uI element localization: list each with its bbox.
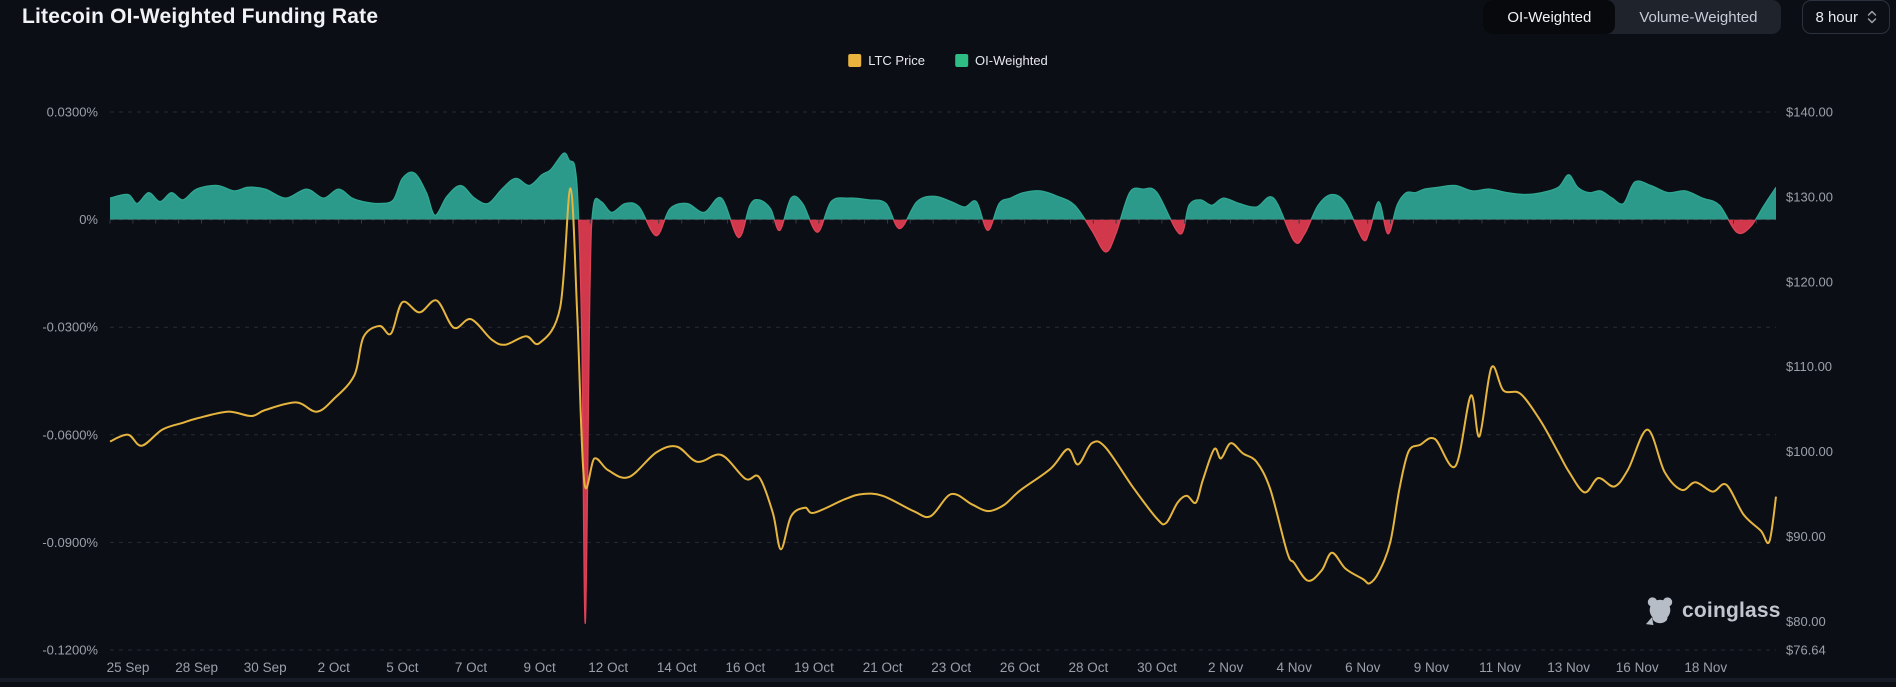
interval-select[interactable]: 8 hour: [1802, 0, 1890, 34]
x-axis-label: 16 Oct: [726, 660, 766, 675]
x-axis-label: 16 Nov: [1616, 660, 1659, 675]
chart-legend: LTC Price OI-Weighted: [848, 53, 1048, 68]
x-axis-label: 9 Nov: [1414, 660, 1450, 675]
x-axis-label: 13 Nov: [1547, 660, 1590, 675]
x-axis-label: 14 Oct: [657, 660, 697, 675]
oi-weighted-swatch: [955, 54, 969, 67]
tab-volume-weighted[interactable]: Volume-Weighted: [1615, 0, 1781, 34]
x-axis-label: 7 Oct: [455, 660, 488, 675]
y-axis-left-label: 0.0300%: [47, 105, 99, 120]
y-axis-right-label: $76.64: [1786, 643, 1826, 658]
legend-label-oi-weighted: OI-Weighted: [975, 53, 1048, 68]
watermark-text: coinglass: [1682, 599, 1781, 622]
interval-select-value: 8 hour: [1815, 8, 1858, 26]
updown-chevron-icon: [1867, 10, 1877, 24]
x-axis-label: 5 Oct: [386, 660, 419, 675]
y-axis-left-label: 0%: [79, 212, 98, 227]
header-controls: OI-Weighted Volume-Weighted 8 hour: [1483, 0, 1890, 34]
legend-label-ltc-price: LTC Price: [868, 53, 926, 68]
ltc-price-line: [109, 187, 1777, 585]
x-axis-label: 28 Sep: [175, 660, 218, 675]
x-axis-label: 9 Oct: [523, 660, 556, 675]
x-axis-label: 12 Oct: [588, 660, 628, 675]
ltc-price-swatch: [848, 54, 862, 67]
x-axis-label: 2 Nov: [1208, 660, 1244, 675]
funding-line-positive: [110, 152, 1776, 220]
x-axis-label: 26 Oct: [1000, 660, 1040, 675]
x-axis-label: 4 Nov: [1277, 660, 1313, 675]
y-axis-right-label: $120.00: [1786, 274, 1833, 289]
y-axis-left-label: -0.0300%: [42, 320, 98, 335]
x-axis-label: 18 Nov: [1684, 660, 1727, 675]
y-axis-left-label: -0.1200%: [42, 643, 98, 658]
x-axis-label: 30 Oct: [1137, 660, 1177, 675]
funding-area-positive: [110, 153, 1776, 220]
y-axis-right-label: $100.00: [1786, 444, 1833, 459]
y-axis-right-label: $140.00: [1786, 105, 1833, 120]
legend-item-ltc-price[interactable]: LTC Price: [848, 53, 925, 68]
x-axis-label: 23 Oct: [931, 660, 971, 675]
y-axis-right-label: $110.00: [1786, 359, 1832, 374]
weighting-tabs: OI-Weighted Volume-Weighted: [1483, 0, 1782, 34]
funding-area-negative: [578, 219, 1756, 624]
y-axis-right-label: $130.00: [1786, 189, 1833, 204]
y-axis-right-label: $80.00: [1786, 614, 1826, 629]
bottom-strip: [0, 678, 1896, 682]
coinglass-logo-icon: [1645, 597, 1673, 626]
x-axis-label: 21 Oct: [863, 660, 903, 675]
x-axis-label: 25 Sep: [107, 660, 150, 675]
x-axis-label: 19 Oct: [794, 660, 834, 675]
y-axis-left-label: -0.0600%: [42, 427, 98, 442]
funding-line-negative: [577, 219, 1757, 624]
x-axis-label: 11 Nov: [1479, 660, 1521, 675]
legend-item-oi-weighted[interactable]: OI-Weighted: [955, 53, 1048, 68]
y-axis-right-label: $90.00: [1786, 529, 1826, 544]
x-axis-label: 2 Oct: [318, 660, 351, 675]
coinglass-watermark: coinglass: [1645, 595, 1781, 627]
y-axis-left-label: -0.0900%: [42, 535, 98, 550]
x-axis-label: 28 Oct: [1069, 660, 1109, 675]
x-axis-label: 6 Nov: [1345, 660, 1381, 675]
tab-oi-weighted[interactable]: OI-Weighted: [1483, 0, 1616, 34]
x-axis-label: 30 Sep: [244, 660, 287, 675]
page-title: Litecoin OI-Weighted Funding Rate: [22, 5, 379, 28]
zero-axis-ticks: [109, 219, 1757, 224]
